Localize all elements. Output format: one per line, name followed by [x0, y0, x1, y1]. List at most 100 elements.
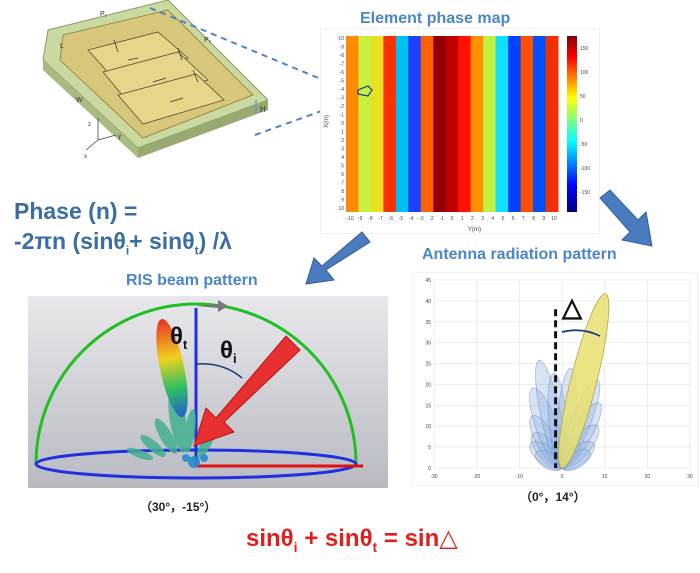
- phase-map-xtick: -7: [378, 216, 383, 222]
- theta-i-label: θi: [220, 337, 237, 366]
- antenna-ytick: 20: [425, 382, 431, 388]
- phase-map-ytick: -9: [340, 45, 345, 51]
- colorbar-tick: 50: [580, 94, 586, 100]
- phase-column-4: [395, 36, 409, 212]
- l-label: L: [60, 43, 64, 50]
- ris-beam-title: RIS beam pattern: [126, 272, 258, 289]
- phase-map-xtick: 3: [481, 216, 484, 222]
- phase-map-ytick: -8: [340, 53, 345, 59]
- ris-angle-caption: （30°，-15°）: [140, 500, 217, 514]
- phase-map-xtick: 9: [542, 216, 545, 222]
- phase-column-12: [495, 36, 509, 212]
- phase-map-ytick: 9: [341, 198, 344, 204]
- phase-map-xtick: 5: [502, 216, 505, 222]
- phase-map-xtick: -1: [440, 216, 445, 222]
- antenna-xtick: -20: [473, 474, 480, 480]
- unit-cell-illustration: H P₁ P₂ L W x y z: [42, 0, 268, 160]
- x-axis-label: x: [84, 154, 87, 160]
- phase-map-xtick: -6: [389, 216, 394, 222]
- phase-column-5: [408, 36, 422, 212]
- phase-map-ytick: -5: [340, 79, 345, 85]
- phase-formula-line1: Phase (n) =: [14, 198, 138, 224]
- phase-map-ytick: 2: [341, 138, 344, 144]
- phase-map-xtick: -4: [409, 216, 414, 222]
- antenna-xtick: 20: [645, 474, 651, 480]
- phase-map-xtick: 7: [522, 216, 525, 222]
- selected-element-marker: [357, 85, 373, 97]
- phase-column-8: [445, 36, 459, 212]
- antenna-xtick: -10: [516, 474, 523, 480]
- phase-map-ytick: 5: [341, 164, 344, 170]
- phase-map-ytick: 6: [341, 172, 344, 178]
- antenna-ytick: 15: [425, 403, 431, 409]
- colorbar-tick: -50: [580, 142, 587, 148]
- ris-beam-pattern: θt θi: [28, 296, 388, 488]
- colorbar-tick: -150: [580, 190, 590, 196]
- phase-map-ytick: -3: [340, 96, 345, 102]
- antenna-xtick: 10: [602, 474, 608, 480]
- phase-column-6: [420, 36, 434, 212]
- phase-map-ytick: 7: [341, 181, 344, 187]
- phase-map-xtick: 10: [551, 216, 557, 222]
- h-label: H: [260, 105, 266, 114]
- phase-column-7: [433, 36, 447, 212]
- phase-formula-line2: -2πn (sinθi+ sinθt) /λ: [14, 228, 232, 258]
- phase-map-ytick: -6: [340, 70, 345, 76]
- phase-map-xtick: -3: [419, 216, 424, 222]
- delta-label: △: [561, 292, 583, 322]
- colorbar-tick: -100: [580, 166, 590, 172]
- phase-map-ytick: 4: [341, 155, 344, 161]
- colorbar-tick: 150: [580, 46, 589, 52]
- phase-column-13: [508, 36, 522, 212]
- phase-map-ytick: 8: [341, 189, 344, 195]
- colorbar-tick: 100: [580, 70, 589, 76]
- antenna-title: Antenna radiation pattern: [422, 246, 617, 263]
- phase-column-11: [483, 36, 497, 212]
- phase-map-ytick: -7: [340, 62, 345, 68]
- antenna-main-lobe: [558, 293, 610, 469]
- steering-equation: sinθi + sinθt = sin△: [246, 525, 458, 555]
- phase-column-14: [520, 36, 534, 212]
- phase-column-10: [470, 36, 484, 212]
- phase-column-15: [533, 36, 547, 212]
- antenna-ytick: 40: [425, 299, 431, 305]
- colorbar: [567, 36, 577, 212]
- phase-map-xtick: -8: [368, 216, 373, 222]
- phase-column-16: [545, 36, 559, 212]
- phase-map-xtick: 1: [461, 216, 464, 222]
- antenna-xtick: 30: [687, 474, 693, 480]
- antenna-radiation-chart: △ -30 -20 -10 0 10 20 30 0 5 10 15 20 25 30 35 40 45: [412, 272, 698, 486]
- phase-map-ytick: 10: [338, 206, 344, 212]
- phase-map-ytick: 3: [341, 147, 344, 153]
- phase-column-1: [358, 36, 372, 212]
- antenna-ytick: 30: [425, 341, 431, 347]
- p1-label: P₁: [100, 11, 108, 18]
- phase-map-xtick: -10: [346, 216, 353, 222]
- z-axis-label: z: [88, 122, 91, 128]
- phase-column-2: [370, 36, 384, 212]
- phase-map-xtick: -9: [358, 216, 363, 222]
- phase-map-xtick: 8: [532, 216, 535, 222]
- phase-map-xtick: 6: [512, 216, 515, 222]
- antenna-angle-caption: （0°，14°）: [520, 490, 586, 504]
- phase-map-title: Element phase map: [360, 10, 511, 27]
- antenna-ytick: 25: [425, 362, 431, 368]
- phase-map-xtick: -2: [429, 216, 434, 222]
- main-beam-lobe: [156, 319, 188, 417]
- axis-triad-icon: [85, 118, 117, 151]
- phase-map-ytick: -10: [337, 36, 344, 42]
- arrow-to-antenna-icon: [599, 189, 653, 247]
- antenna-ytick: 10: [425, 424, 431, 430]
- w-label: W: [76, 97, 83, 104]
- antenna-ytick: 35: [425, 320, 431, 326]
- colorbar-tick: 0: [580, 118, 583, 124]
- y-axis-label: y: [118, 134, 121, 140]
- phase-map-ylabel: X(m): [324, 115, 330, 128]
- phase-map-ytick: -2: [340, 104, 345, 110]
- phase-map-ytick: 1: [341, 130, 344, 136]
- incident-wave-arrow-icon: [193, 335, 301, 447]
- antenna-xtick: -30: [430, 474, 437, 480]
- antenna-ytick: 45: [425, 278, 431, 284]
